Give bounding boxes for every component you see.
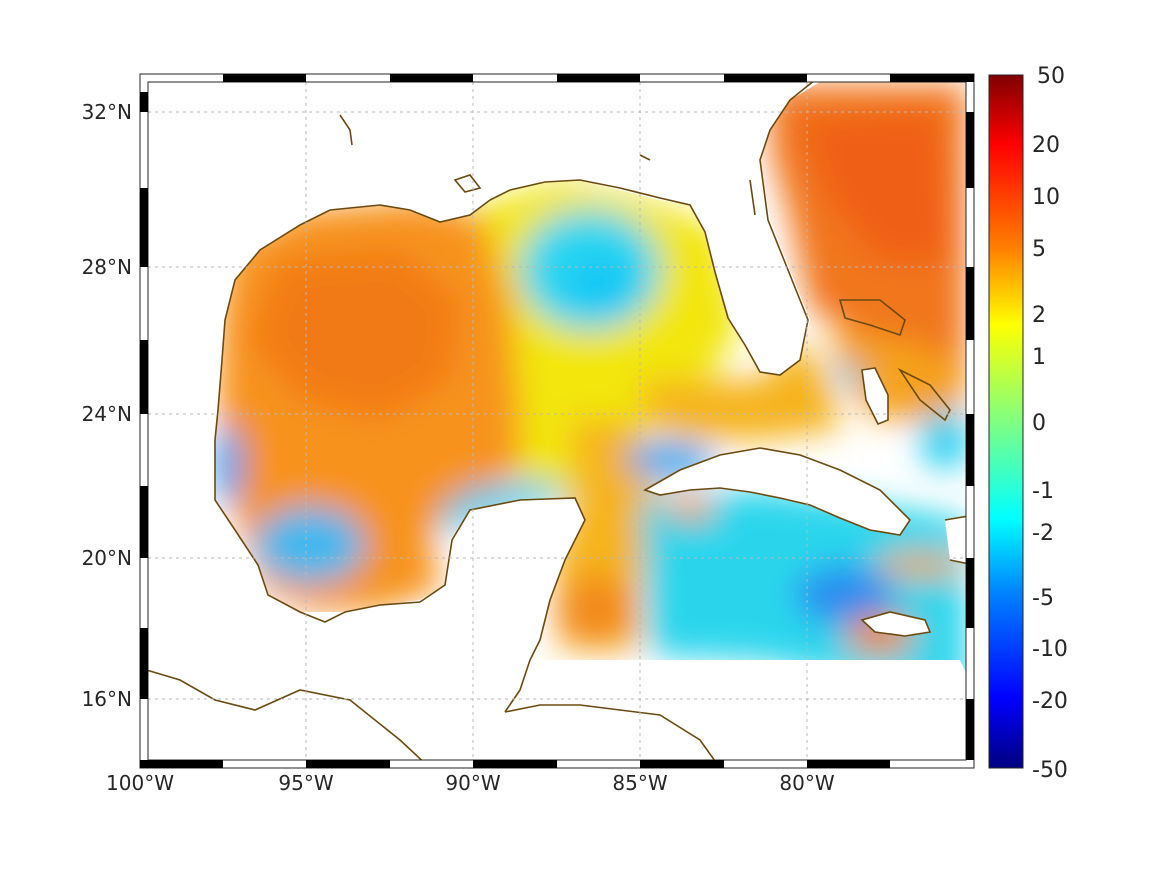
colorbar-tick-label: 2 (1032, 303, 1046, 328)
y-tick-labels: 16°N 20°N 24°N 28°N 32°N (82, 100, 132, 711)
field-bay-of-campeche (255, 507, 365, 583)
x-tick-labels: 100°W 95°W 90°W 85°W 80°W (106, 771, 835, 795)
y-tick-label: 32°N (82, 100, 132, 124)
x-tick-label: 90°W (445, 771, 500, 795)
bahamas-coast (838, 299, 951, 426)
colorbar-tick-label: 50 (1037, 64, 1065, 89)
coastlines (148, 82, 966, 760)
y-tick-label: 24°N (82, 402, 132, 426)
x-tick-label: 80°W (779, 771, 834, 795)
colorbar-tick-label: -1 (1032, 479, 1054, 504)
cuba-coast (643, 447, 912, 536)
cuba-mask (645, 448, 910, 535)
colorbar-tick-label: 20 (1032, 133, 1060, 158)
colorbar-tick-label: -10 (1032, 637, 1068, 662)
colorbar-tick-label: -50 (1032, 758, 1068, 783)
colorbar-tick-labels: 50 20 10 5 2 1 0 -1 -2 -5 -10 -20 -50 (1032, 64, 1068, 783)
x-tick-label: 100°W (106, 771, 174, 795)
y-tick-label: 28°N (82, 255, 132, 279)
x-tick-label: 85°W (612, 771, 667, 795)
y-tick-label: 20°N (82, 546, 132, 570)
y-tick-label: 16°N (82, 687, 132, 711)
central-america-coast (148, 669, 423, 760)
colorbar-tick-label: 5 (1032, 237, 1046, 262)
colorbar-tick-label: -2 (1032, 521, 1054, 546)
colorbar-tick-label: 0 (1032, 411, 1046, 436)
colorbar-tick-label: -20 (1032, 689, 1068, 714)
colorbar-tick-label: -5 (1032, 586, 1054, 611)
grid (148, 82, 966, 760)
colorbar: 50 20 10 5 2 1 0 -1 -2 -5 -10 -20 -50 (988, 64, 1068, 783)
colorbar-tick-label: 10 (1032, 185, 1060, 210)
x-tick-label: 95°W (278, 771, 333, 795)
colorbar-tick-label: 1 (1032, 345, 1046, 370)
map-border (139, 73, 975, 769)
us-gulf-coast (214, 82, 814, 713)
colorbar-scale (988, 74, 1024, 769)
jamaica-coast (860, 611, 932, 637)
